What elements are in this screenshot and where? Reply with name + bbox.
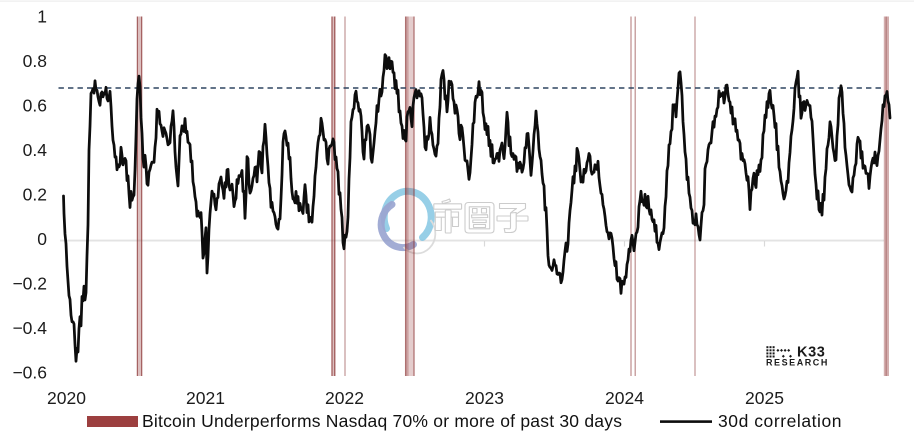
svg-text:0.2: 0.2 (23, 185, 47, 205)
svg-text:2024: 2024 (605, 388, 644, 408)
svg-text:0.4: 0.4 (23, 140, 48, 160)
svg-text:Bitcoin Underperforms Nasdaq 7: Bitcoin Underperforms Nasdaq 70% or more… (142, 411, 622, 431)
svg-text:2022: 2022 (325, 388, 364, 408)
svg-text:2021: 2021 (186, 388, 225, 408)
svg-text:−0.2: −0.2 (12, 274, 47, 294)
svg-text:2020: 2020 (47, 388, 86, 408)
svg-text:30d correlation: 30d correlation (718, 411, 842, 431)
svg-text:0: 0 (37, 229, 47, 249)
svg-text:0.6: 0.6 (23, 96, 47, 116)
svg-text:K33: K33 (797, 345, 825, 361)
svg-text:1: 1 (37, 7, 47, 27)
svg-text:−0.6: −0.6 (12, 363, 47, 383)
svg-text:2023: 2023 (465, 388, 504, 408)
svg-text:2025: 2025 (745, 388, 784, 408)
svg-text:0.8: 0.8 (23, 51, 47, 71)
svg-text:RESEARCH: RESEARCH (766, 358, 829, 368)
svg-text:−0.4: −0.4 (12, 318, 47, 338)
